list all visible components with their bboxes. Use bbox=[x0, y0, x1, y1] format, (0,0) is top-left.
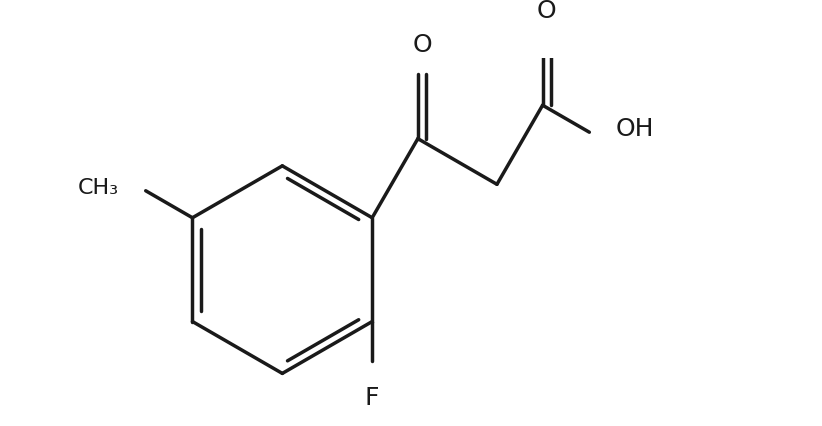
Text: O: O bbox=[412, 32, 432, 57]
Text: O: O bbox=[537, 0, 556, 23]
Text: OH: OH bbox=[616, 117, 654, 141]
Text: F: F bbox=[365, 386, 380, 409]
Text: CH₃: CH₃ bbox=[78, 177, 119, 197]
